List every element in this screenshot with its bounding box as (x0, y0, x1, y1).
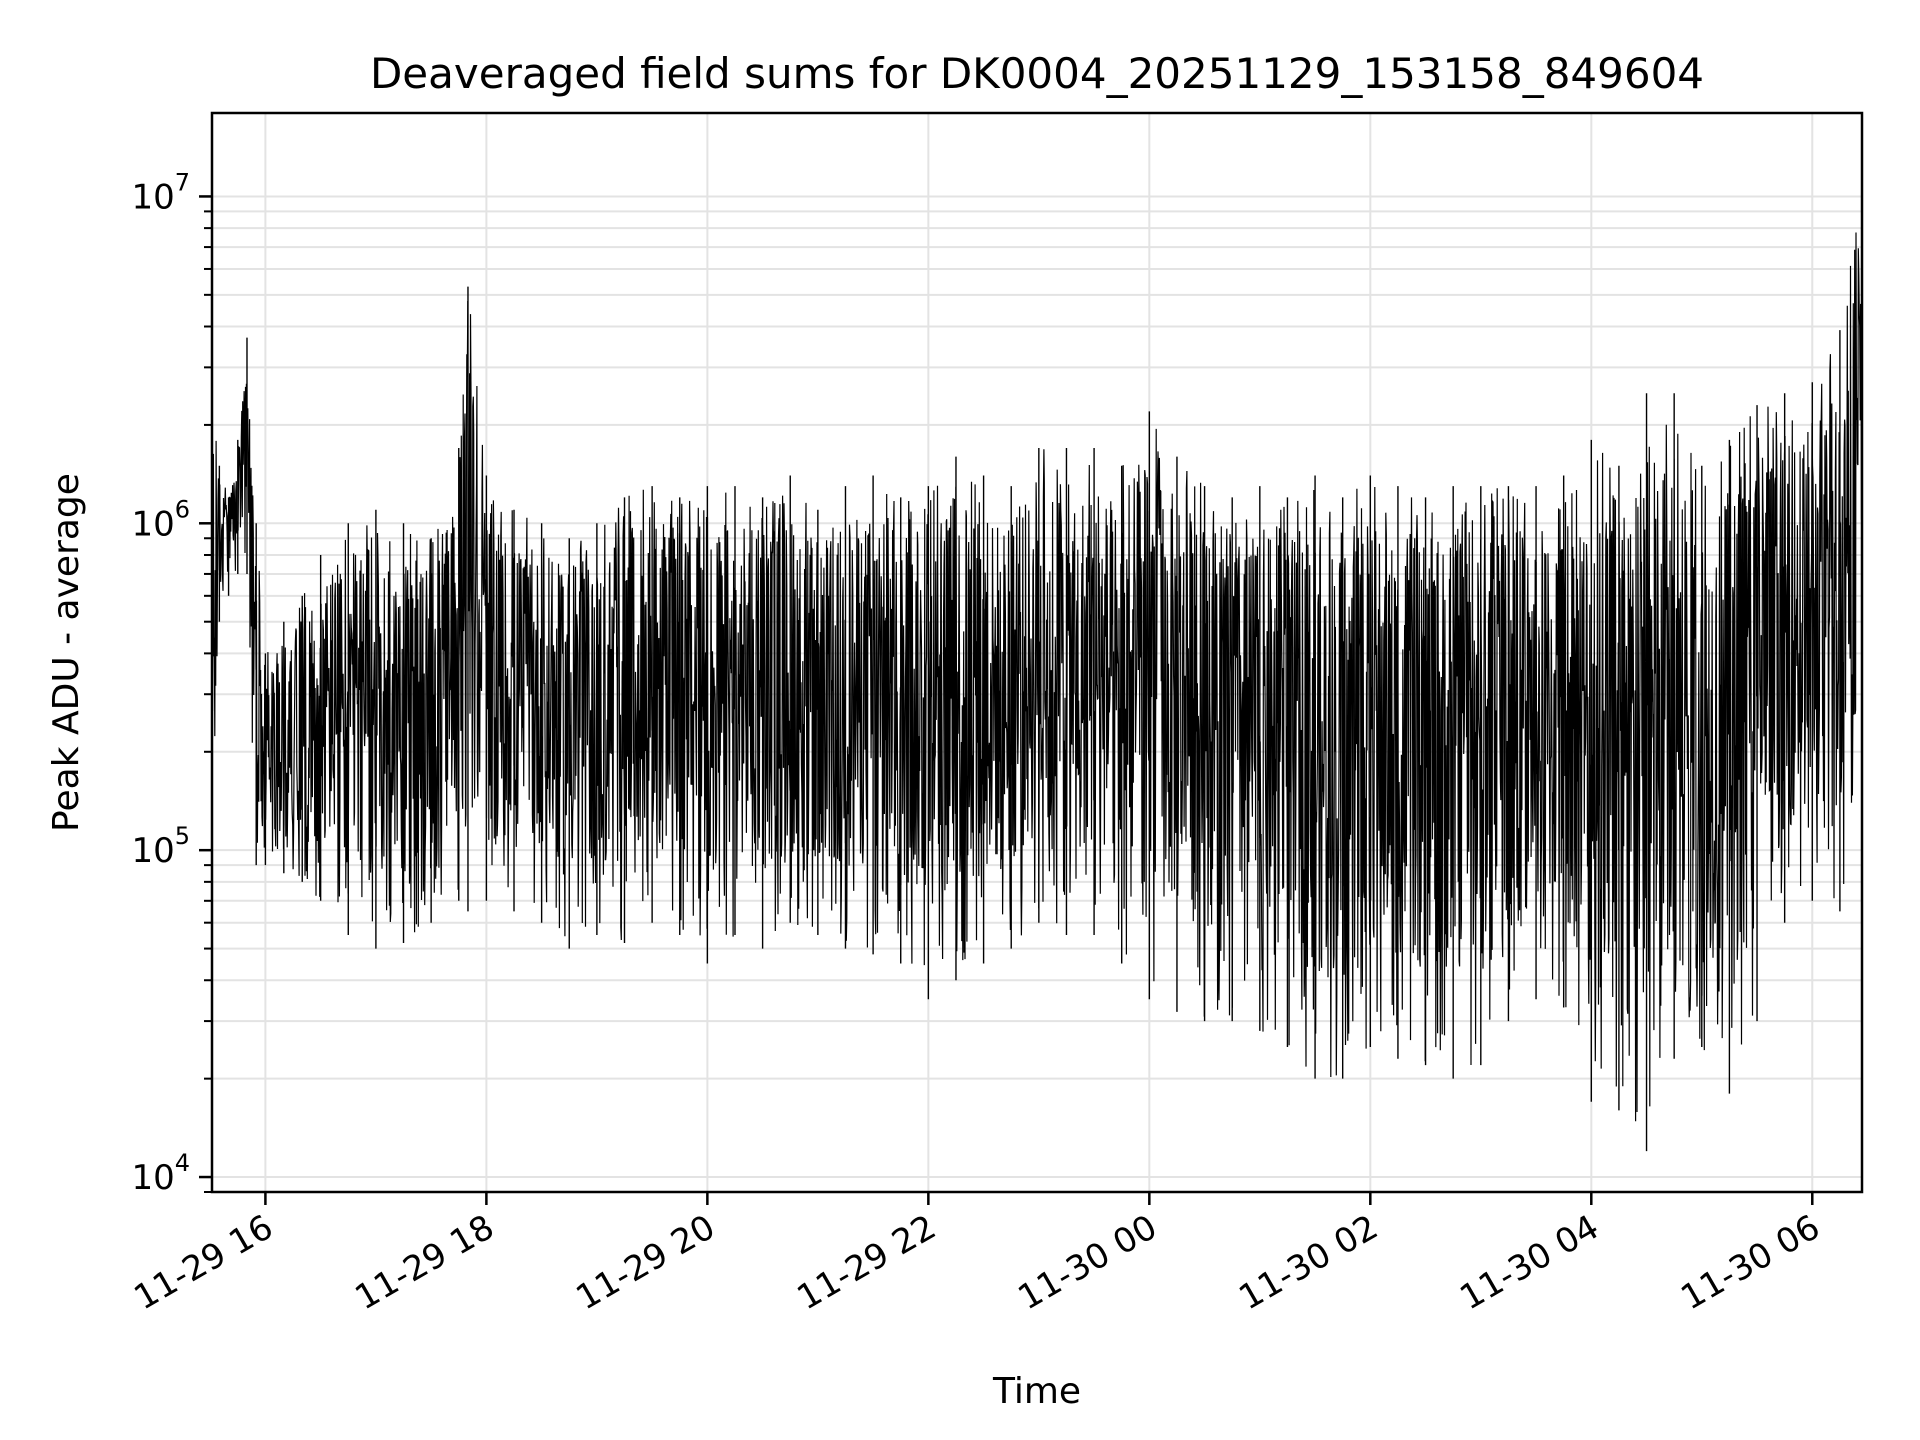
data-series-line (211, 170, 1863, 1152)
y-axis-label: Peak ADU - average (46, 473, 87, 832)
x-tick-label: 11-29 16 (128, 1207, 280, 1318)
x-axis-label: Time (992, 1371, 1081, 1412)
x-tick-label: 11-30 06 (1674, 1207, 1826, 1318)
y-tick-label: 107 (131, 168, 190, 217)
x-tick-label: 11-29 22 (790, 1207, 942, 1318)
x-axis-ticks: 11-29 16 11-29 18 11-29 20 11-29 22 11-30 00… (128, 1192, 1827, 1318)
x-tick-label: 11-30 02 (1232, 1207, 1384, 1318)
y-axis-ticks: 104 105 106 107 (131, 168, 212, 1198)
y-tick-label: 104 (131, 1149, 190, 1198)
series-line (211, 232, 1863, 1122)
y-tick-label: 105 (131, 822, 190, 871)
x-tick-label: 11-30 00 (1011, 1207, 1163, 1318)
x-tick-label: 11-29 20 (569, 1207, 721, 1318)
x-tick-label: 11-29 18 (348, 1207, 500, 1318)
chart-title: Deaveraged field sums for DK0004_2025112… (370, 49, 1704, 98)
y-tick-label: 106 (131, 495, 190, 544)
x-tick-label: 11-30 04 (1453, 1207, 1605, 1318)
